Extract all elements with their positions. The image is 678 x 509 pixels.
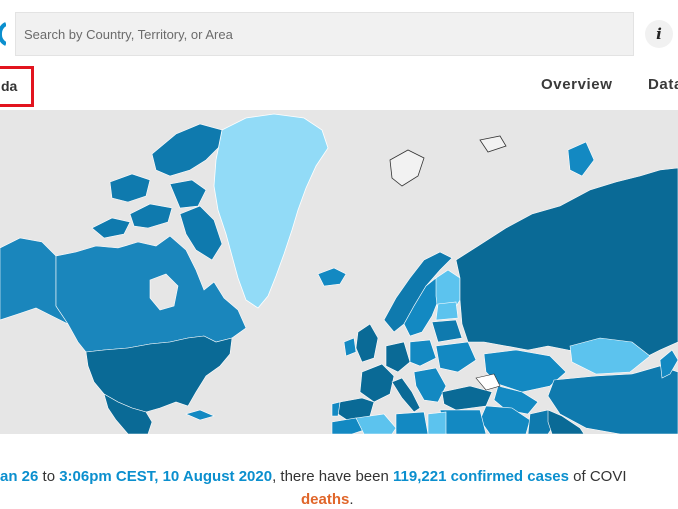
- summary-text-part: of COVI: [568, 468, 627, 485]
- map-region-canada-arctic[interactable]: [151, 123, 223, 177]
- deaths-label: deaths: [301, 491, 350, 508]
- map-region-central-asia[interactable]: [493, 385, 539, 415]
- map-region-baffin[interactable]: [179, 205, 223, 261]
- map-region-middle-east[interactable]: [439, 409, 487, 434]
- map-region-morocco[interactable]: [331, 417, 365, 434]
- map-region-canada-arctic[interactable]: [91, 217, 131, 239]
- summary-text-part: to: [38, 468, 60, 485]
- search-box[interactable]: [15, 12, 634, 56]
- info-button[interactable]: i: [645, 20, 673, 48]
- world-map-svg[interactable]: [0, 110, 678, 434]
- map-region-mongolia[interactable]: [569, 337, 651, 375]
- deaths-line: deaths.: [301, 491, 354, 508]
- map-region-novaya-zemlya[interactable]: [567, 141, 595, 177]
- tab-overview[interactable]: Overview: [541, 76, 613, 93]
- map-region-ireland[interactable]: [343, 337, 357, 357]
- map-region-franz-josef[interactable]: [479, 135, 507, 153]
- map-region-greenland[interactable]: [213, 113, 329, 309]
- map-region-canada-arctic[interactable]: [129, 203, 173, 229]
- map-region-japan[interactable]: [659, 349, 678, 379]
- map-region-germany[interactable]: [385, 341, 411, 373]
- map-region-norway[interactable]: [383, 251, 453, 333]
- map-region-portugal[interactable]: [331, 401, 341, 417]
- map-region-libya[interactable]: [395, 411, 429, 434]
- summary-text: an 26 to 3:06pm CEST, 10 August 2020, th…: [0, 468, 678, 485]
- map-region-cuba[interactable]: [185, 409, 215, 421]
- map-region-pakistan-india[interactable]: [547, 409, 585, 434]
- map-region-algeria[interactable]: [355, 413, 397, 434]
- map-region-belarus[interactable]: [431, 319, 463, 343]
- confirmed-cases-count: 119,221 confirmed cases: [393, 468, 569, 485]
- deaths-suffix: .: [349, 491, 354, 508]
- summary-start-date: an 26: [0, 468, 39, 485]
- region-selector[interactable]: da: [0, 66, 34, 107]
- map-region-china[interactable]: [547, 365, 678, 434]
- map-region-canada-arctic[interactable]: [109, 173, 151, 203]
- map-region-egypt[interactable]: [427, 411, 447, 434]
- map-region-canada-arctic[interactable]: [169, 179, 207, 209]
- map-region-hudson-bay[interactable]: [149, 273, 179, 311]
- map-region-baltics[interactable]: [435, 301, 459, 321]
- map-region-balkans[interactable]: [413, 367, 447, 403]
- map-region-mexico[interactable]: [103, 393, 153, 434]
- map-region-caucasus[interactable]: [475, 373, 501, 391]
- logo-fragment-icon[interactable]: [0, 22, 8, 46]
- summary-update-time: 3:06pm CEST, 10 August 2020: [59, 468, 273, 485]
- map-region-svalbard[interactable]: [389, 149, 425, 187]
- map-region-uk[interactable]: [355, 323, 379, 363]
- summary-text-part: , there have been: [272, 468, 394, 485]
- map-region-iceland[interactable]: [317, 267, 347, 287]
- map-region-poland[interactable]: [409, 339, 437, 367]
- world-map[interactable]: [0, 110, 678, 434]
- region-label: da: [1, 78, 18, 94]
- info-icon: i: [656, 25, 662, 43]
- search-input[interactable]: [16, 13, 633, 55]
- map-region-ukraine[interactable]: [435, 341, 477, 373]
- map-region-italy[interactable]: [391, 377, 421, 413]
- map-region-france[interactable]: [359, 363, 395, 403]
